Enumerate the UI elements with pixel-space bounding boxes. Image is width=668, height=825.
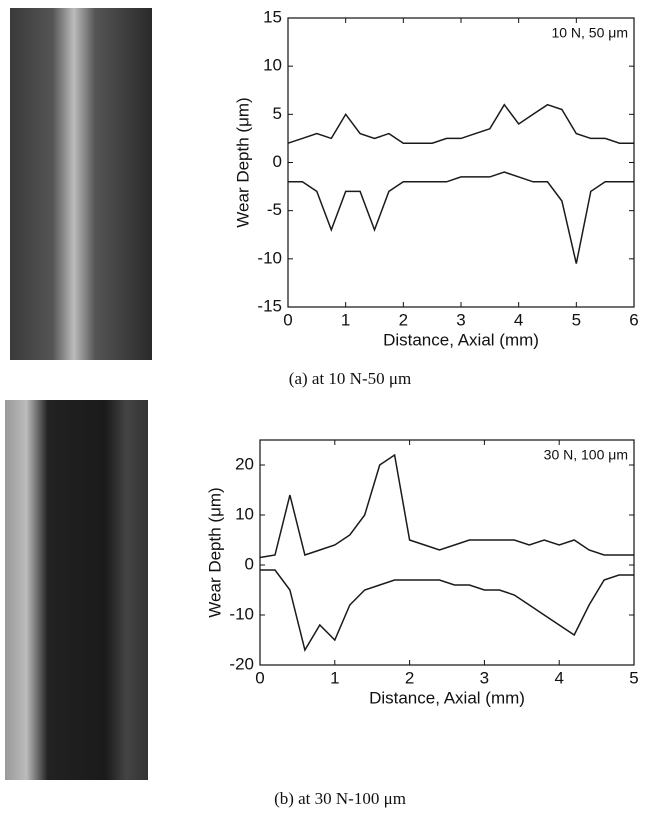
x-axis-label: Distance, Axial (mm) xyxy=(383,330,539,349)
x-tick-label: 1 xyxy=(330,668,339,687)
x-tick-label: 4 xyxy=(554,668,563,687)
wear-profile xyxy=(288,171,634,264)
plot-frame xyxy=(287,17,635,308)
y-tick-label: -20 xyxy=(229,654,254,673)
plot-frame xyxy=(259,439,635,666)
x-tick-label: 2 xyxy=(399,310,408,329)
caption: (a) at 10 N-50 μm xyxy=(289,369,411,388)
y-tick-label: 10 xyxy=(235,504,254,523)
y-tick-label: 10 xyxy=(263,56,282,75)
x-tick-label: 5 xyxy=(629,668,638,687)
x-tick-label: 1 xyxy=(341,310,350,329)
x-tick-label: 3 xyxy=(480,668,489,687)
wear-profile xyxy=(260,569,634,652)
x-axis-label: Distance, Axial (mm) xyxy=(369,688,525,707)
y-tick-label: 15 xyxy=(263,7,282,26)
x-tick-label: 0 xyxy=(255,668,264,687)
y-tick-label: -15 xyxy=(257,296,282,315)
annotation: 30 N, 100 μm xyxy=(544,447,628,463)
x-tick-label: 2 xyxy=(405,668,414,687)
y-tick-label: -10 xyxy=(229,604,254,623)
y-axis-label: Wear Depth (μm) xyxy=(233,97,252,227)
y-tick-label: -10 xyxy=(257,248,282,267)
x-tick-label: 3 xyxy=(456,310,465,329)
micrograph xyxy=(10,8,152,360)
y-tick-label: -5 xyxy=(267,200,282,219)
y-tick-label: 20 xyxy=(235,454,254,473)
y-tick-label: 0 xyxy=(273,152,282,171)
x-tick-label: 5 xyxy=(572,310,581,329)
micrograph xyxy=(5,400,148,780)
wear-profile xyxy=(287,103,634,144)
x-tick-label: 0 xyxy=(283,310,292,329)
y-tick-label: 0 xyxy=(245,554,254,573)
wear-profile xyxy=(259,453,634,559)
y-tick-label: 5 xyxy=(273,104,282,123)
y-axis-label: Wear Depth (μm) xyxy=(205,487,224,617)
caption: (b) at 30 N-100 μm xyxy=(274,789,406,808)
x-tick-label: 4 xyxy=(514,310,523,329)
x-tick-label: 6 xyxy=(629,310,638,329)
annotation: 10 N, 50 μm xyxy=(551,25,628,41)
